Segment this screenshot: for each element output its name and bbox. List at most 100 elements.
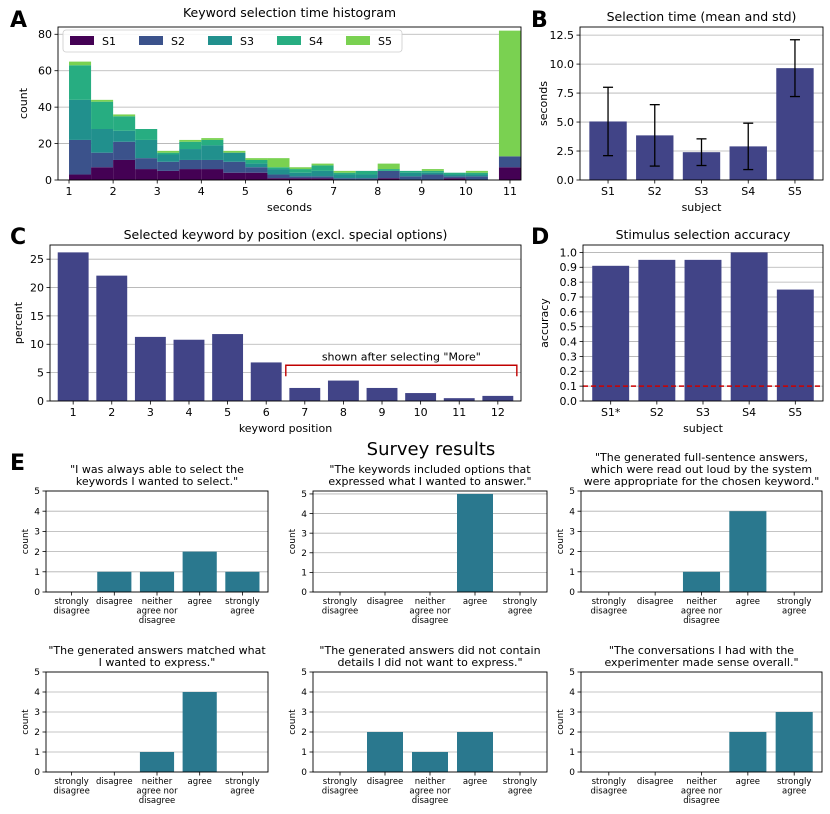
histogram-bar-s4 [311, 165, 334, 171]
bar [638, 259, 676, 401]
histogram-bar-s2 [377, 170, 400, 179]
bar [775, 712, 813, 772]
histogram-bar-s4 [245, 159, 268, 164]
y-tick-label: 0.0 [560, 395, 578, 408]
y-tick-label: 0 [37, 395, 44, 408]
y-axis-label: count [17, 87, 30, 119]
legend-frame [62, 29, 403, 53]
histogram-bar-s5 [289, 167, 312, 170]
histogram-bar-s3 [91, 129, 114, 153]
x-tick-label: agree nor [681, 607, 723, 617]
panel-d-accuracy: 0.0 0.1 0.2 0.30.4 0.5 0.6 0.7 0.8 0.9 1.0 S1* S2 S3… [538, 227, 824, 435]
axes-frame [312, 671, 548, 773]
x-tick-label: strongly [777, 597, 811, 607]
y-tick-label: 5 [301, 490, 307, 500]
x-axis-label: keyword position [239, 422, 332, 435]
y-tick-label: 4 [301, 510, 307, 520]
histogram-bar-s5 [311, 163, 334, 166]
x-tick-label: 8 [374, 185, 381, 198]
bar [412, 752, 448, 772]
y-tick-label: 3 [34, 528, 40, 538]
histogram-bar-s5 [91, 99, 114, 102]
x-tick-label: 8 [340, 406, 347, 419]
histogram-bar-s3 [355, 174, 378, 179]
histogram-bar-s5 [201, 138, 224, 140]
x-tick-label: disagree [412, 616, 449, 626]
x-tick-label: agree nor [136, 607, 178, 617]
y-tick-label: 3 [569, 708, 575, 718]
x-tick-label: agree [188, 597, 212, 607]
x-tick-label: S5 [788, 185, 802, 198]
histogram-bar-s2 [421, 174, 444, 180]
x-tick-label: 6 [263, 406, 270, 419]
bar [730, 252, 768, 401]
histogram-bar-s2 [267, 174, 290, 179]
y-tick-label: 20 [30, 282, 44, 295]
histogram-bar-s2 [135, 158, 158, 170]
y-tick-label: 0.4 [560, 336, 578, 349]
chart-title: "The keywords included options that [329, 463, 531, 476]
y-axis-label: count [288, 709, 298, 735]
y-tick-label: 60 [38, 65, 52, 78]
bar [405, 393, 437, 401]
histogram-bar-s1 [498, 167, 521, 180]
axes-frame [579, 26, 824, 181]
histogram-bar-s2 [245, 167, 268, 173]
bar [134, 336, 166, 401]
y-tick-label: 2 [34, 548, 40, 558]
x-tick-label: agree nor [681, 787, 723, 797]
x-tick-label: agree [782, 607, 806, 617]
histogram-bar-s5 [333, 170, 356, 173]
bar [592, 265, 630, 401]
axes-frame [49, 244, 522, 402]
histogram-bar-s2 [465, 176, 488, 180]
bar [684, 259, 722, 401]
histogram-bar-s2 [443, 176, 466, 179]
axes-frame [45, 671, 269, 773]
y-tick-label: 4 [569, 688, 575, 698]
y-tick-label: 1 [569, 748, 575, 758]
chart-title: Stimulus selection accuracy [616, 227, 791, 242]
x-tick-label: agree [736, 777, 760, 787]
x-tick-label: disagree [367, 777, 404, 787]
histogram-bar-s2 [201, 159, 224, 170]
histogram-bar-s4 [421, 170, 444, 173]
y-tick-label: 4 [301, 688, 307, 698]
y-tick-label: 3 [301, 529, 307, 539]
histogram-bar-s1 [69, 174, 92, 180]
x-tick-label: S2 [650, 406, 664, 419]
x-tick-label: agree [188, 777, 212, 787]
histogram-bar-s3 [399, 172, 422, 177]
y-tick-label: 80 [38, 28, 52, 41]
bar [482, 395, 514, 401]
bar [367, 732, 403, 772]
x-tick-label: strongly [54, 597, 88, 607]
x-tick-label: disagree [637, 597, 674, 607]
chart-title: "The generated answers did not contain [319, 644, 540, 657]
x-tick-label: S4 [741, 185, 755, 198]
histogram-bar-s3 [113, 130, 136, 142]
y-tick-label: 2.5 [557, 145, 575, 158]
y-axis-label: percent [12, 301, 25, 344]
histogram-bar-s3 [421, 172, 444, 175]
x-tick-label: agree [463, 777, 487, 787]
bar [250, 362, 282, 401]
histogram-bar-s1 [245, 172, 268, 180]
histogram-bar-s5 [157, 150, 180, 153]
y-tick-label: 4 [34, 688, 40, 698]
y-tick-label: 2 [301, 549, 307, 559]
y-tick-label: 0.5 [560, 321, 578, 334]
panel-letter-b: B [531, 8, 548, 33]
chart-title: keywords I wanted to select." [76, 475, 238, 488]
bar [139, 571, 175, 592]
y-tick-label: 3 [301, 708, 307, 718]
y-tick-label: 2 [301, 728, 307, 738]
histogram-bar-s3 [179, 149, 202, 160]
y-tick-label: 5 [37, 367, 44, 380]
y-tick-label: 0.9 [560, 261, 578, 274]
histogram-bar-s1 [201, 169, 224, 180]
x-tick-label: 4 [185, 406, 192, 419]
x-tick-label: 5 [242, 185, 249, 198]
chart-title: details I did not want to express." [337, 656, 522, 669]
